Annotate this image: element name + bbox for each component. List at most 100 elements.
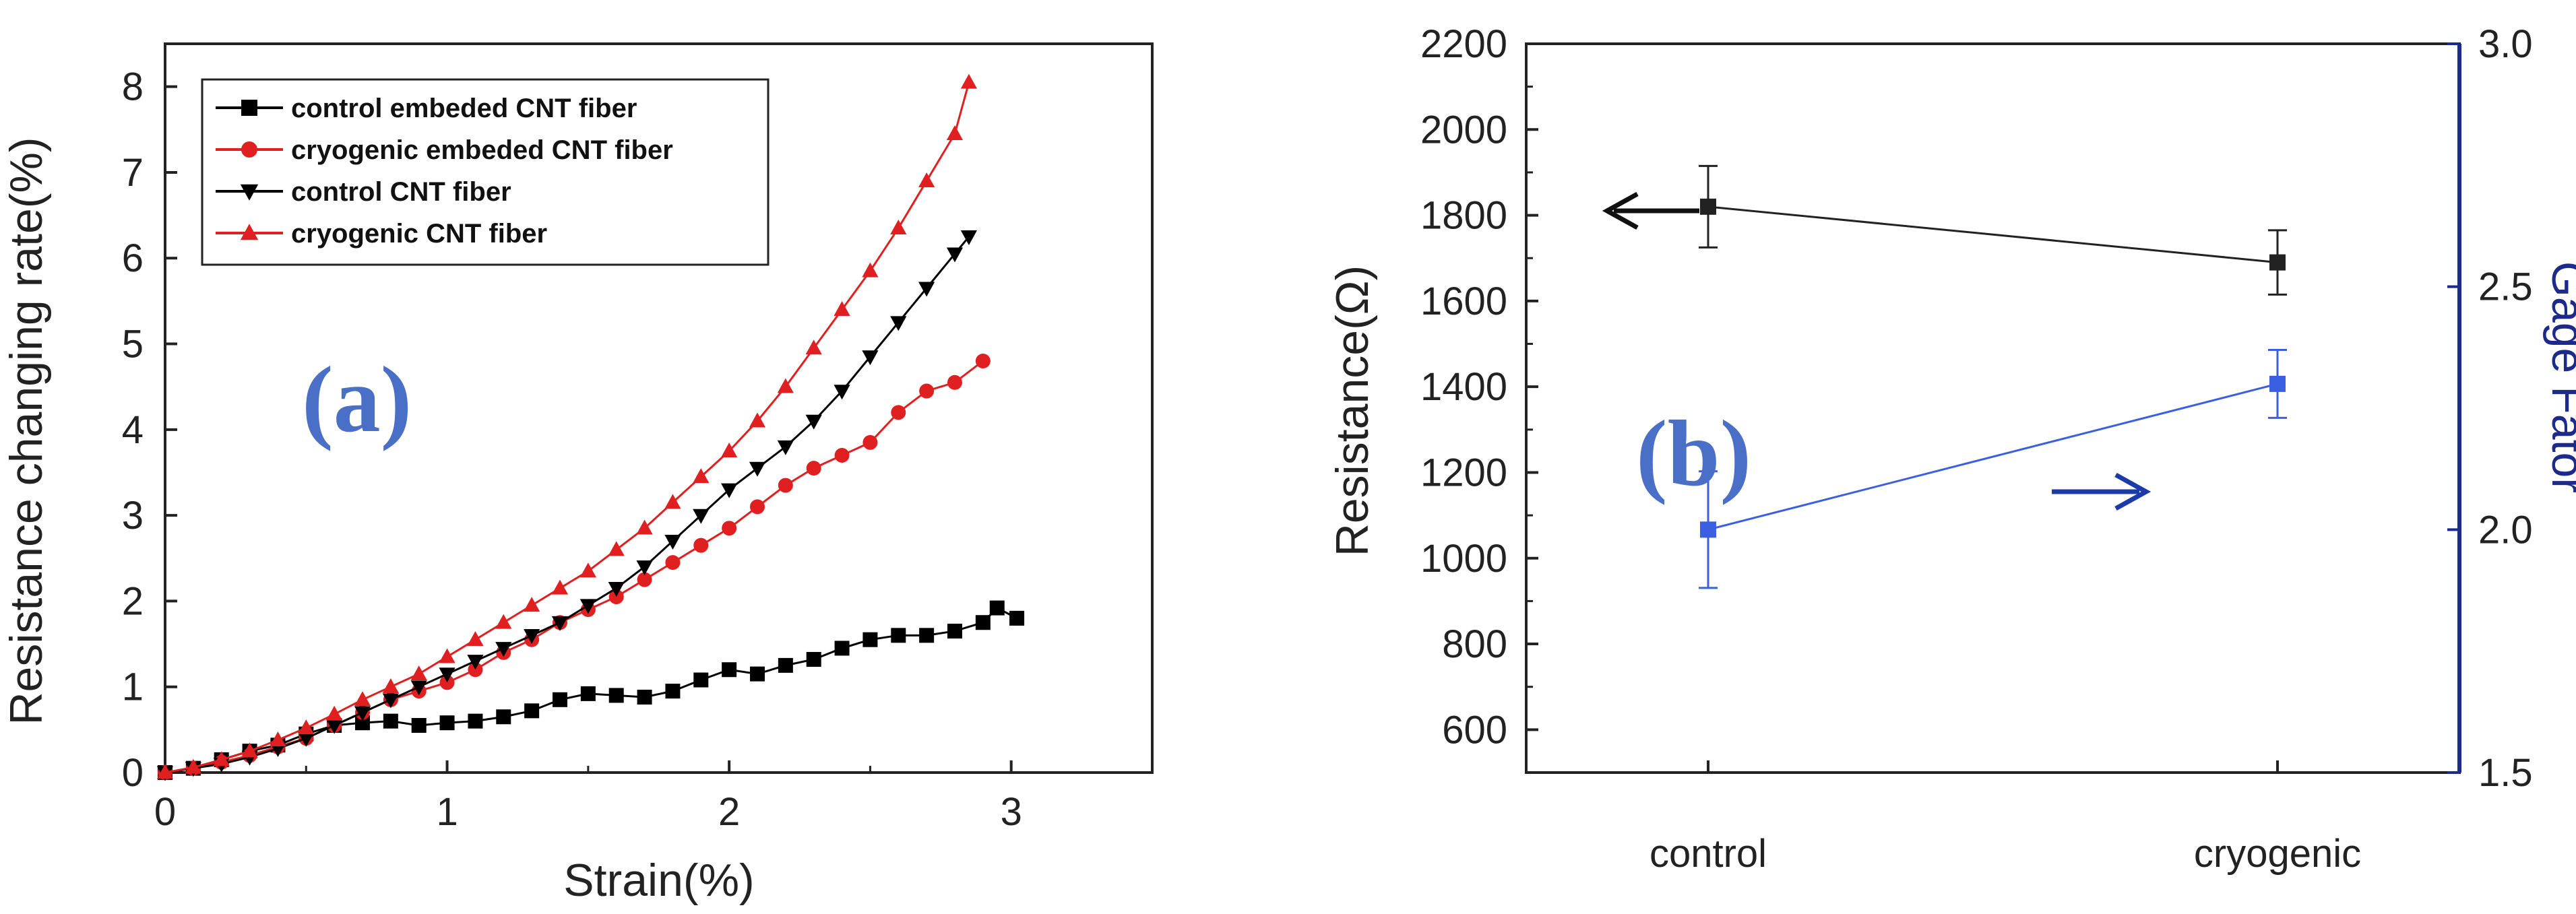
data-point <box>410 665 427 680</box>
left-y-tick-label: 1400 <box>1420 365 1507 409</box>
data-point <box>495 642 512 657</box>
data-point <box>693 509 710 524</box>
data-point <box>468 662 483 678</box>
data-point <box>636 560 653 576</box>
data-point <box>890 220 907 235</box>
left-y-tick-label: 1000 <box>1420 537 1507 581</box>
x-tick-label: 0 <box>154 790 176 834</box>
data-point <box>579 599 596 614</box>
data-point <box>439 648 455 663</box>
left-y-tick-label: 600 <box>1442 708 1507 752</box>
data-point <box>664 534 681 550</box>
data-point <box>241 742 258 758</box>
data-point <box>354 706 371 721</box>
left-y-tick-label: 2000 <box>1420 108 1507 152</box>
data-point <box>185 758 201 774</box>
data-point <box>298 731 315 747</box>
data-point <box>778 657 793 673</box>
data-point <box>637 572 652 587</box>
data-point <box>524 597 540 612</box>
data-point <box>608 589 624 605</box>
data-point <box>834 641 850 656</box>
panel-a-series <box>156 73 1025 781</box>
data-point <box>778 478 793 493</box>
data-point <box>722 662 737 678</box>
data-point <box>834 448 850 463</box>
data-point <box>919 628 935 643</box>
left-y-tick-label: 2200 <box>1420 22 1507 66</box>
legend-marker <box>240 224 259 240</box>
legend-marker <box>241 141 257 158</box>
panel-b-left-axis-label: Resistance(Ω) <box>1327 265 1378 557</box>
panel-a-tag: (a) <box>302 348 412 452</box>
x-tick-label: 3 <box>1001 790 1022 834</box>
data-point <box>411 717 427 733</box>
right-y-tick-label: 2.0 <box>2478 508 2533 552</box>
legend-marker <box>240 184 259 201</box>
left-y-tick-label: 1200 <box>1420 451 1507 494</box>
series-line <box>164 236 970 774</box>
data-point <box>862 262 879 278</box>
data-point <box>891 405 906 420</box>
data-point <box>750 666 765 682</box>
legend-label: cryogenic embeded CNT fiber <box>291 135 673 165</box>
data-point <box>213 751 230 766</box>
data-point <box>270 731 286 746</box>
data-point <box>805 414 822 430</box>
data-point <box>2269 375 2286 392</box>
data-point <box>524 703 540 719</box>
data-point <box>721 483 738 498</box>
data-point <box>665 555 681 570</box>
series-line <box>1707 383 2278 531</box>
data-point <box>919 383 935 399</box>
data-point <box>410 680 427 696</box>
data-point <box>862 434 878 450</box>
y-tick-label: 2 <box>122 579 144 623</box>
y-tick-label: 1 <box>122 665 144 709</box>
data-point <box>1700 198 1716 215</box>
panel-a-plot-frame <box>164 42 1154 774</box>
data-point <box>664 494 681 509</box>
left-y-tick-label: 800 <box>1442 622 1507 666</box>
data-point <box>960 73 978 89</box>
data-point <box>918 172 935 188</box>
data-point <box>524 628 540 644</box>
y-tick-label: 0 <box>122 751 144 795</box>
data-point <box>2269 254 2286 271</box>
data-point <box>749 461 766 477</box>
left-axis-arrow <box>1602 191 1699 230</box>
data-point <box>551 579 569 595</box>
data-point <box>806 461 821 476</box>
y-tick-label: 7 <box>122 151 144 195</box>
data-point <box>551 616 569 631</box>
y-tick-label: 6 <box>122 236 144 280</box>
y-tick-label: 5 <box>122 323 144 366</box>
series-line <box>164 360 984 774</box>
data-point <box>665 684 681 699</box>
y-tick-label: 8 <box>122 65 144 109</box>
data-point <box>777 440 794 455</box>
data-point <box>805 339 822 355</box>
data-point <box>989 600 1005 616</box>
data-point <box>806 651 821 667</box>
data-point <box>383 713 398 729</box>
right-axis-arrow <box>2052 472 2151 511</box>
left-y-tick-label: 1600 <box>1420 280 1507 323</box>
data-point <box>862 632 878 647</box>
data-point <box>721 442 738 457</box>
data-point <box>947 374 962 390</box>
data-point <box>382 693 399 709</box>
data-point <box>439 667 455 683</box>
data-point <box>975 615 991 630</box>
y-tick-label: 3 <box>122 494 144 537</box>
right-y-tick-label: 2.5 <box>2478 265 2533 309</box>
panel-b-tag: (b) <box>1636 401 1751 506</box>
left-y-tick-label: 1800 <box>1420 194 1507 238</box>
legend-marker <box>241 100 257 116</box>
legend-label: cryogenic CNT fiber <box>291 219 547 249</box>
data-point <box>946 125 964 141</box>
data-point <box>777 378 794 393</box>
data-point <box>693 672 709 688</box>
data-point <box>918 282 935 297</box>
